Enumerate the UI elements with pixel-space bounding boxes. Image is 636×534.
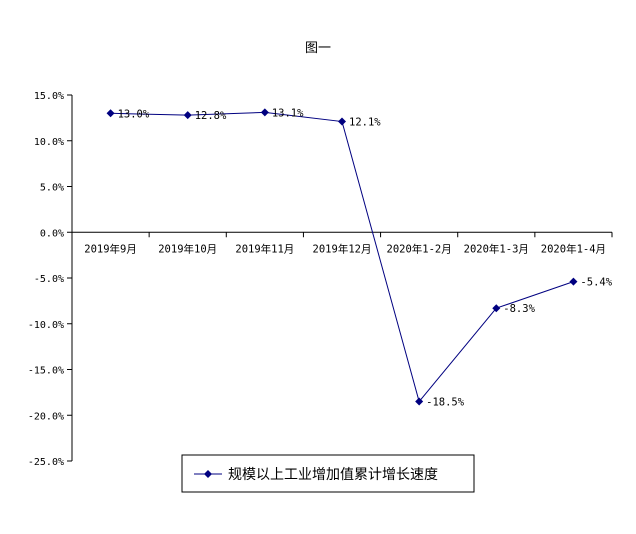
- y-tick-label: 15.0%: [34, 91, 64, 102]
- x-tick-label: 2019年11月: [235, 242, 294, 255]
- x-tick-label: 2019年12月: [313, 242, 372, 255]
- legend-marker: [204, 470, 212, 478]
- y-tick-label: -25.0%: [28, 457, 64, 468]
- data-point: [569, 277, 578, 286]
- legend-box: [181, 454, 475, 493]
- data-label: 13.0%: [118, 108, 150, 120]
- data-point: [106, 109, 115, 118]
- x-tick-label: 2020年1-3月: [464, 242, 529, 255]
- data-label: 12.8%: [195, 110, 227, 122]
- y-tick-label: -10.0%: [28, 320, 64, 331]
- data-point: [183, 111, 192, 120]
- y-tick-label: -5.0%: [34, 274, 64, 285]
- y-tick-label: 0.0%: [40, 228, 64, 239]
- y-tick-label: 5.0%: [40, 183, 64, 194]
- data-label: -18.5%: [426, 397, 465, 409]
- legend-label: 规模以上工业增加值累计增长速度: [228, 467, 438, 483]
- data-point: [492, 304, 501, 313]
- y-tick-label: -20.0%: [28, 411, 64, 422]
- series-line: [110, 111, 574, 403]
- data-point: [415, 397, 424, 406]
- x-tick-label: 2020年1-4月: [541, 242, 606, 255]
- data-label: -8.3%: [503, 303, 535, 315]
- data-point: [338, 117, 346, 126]
- y-axis: 15.0% 10.0% 5.0% 0.0% -5.0% -10.0% -15.0% -20.0…: [28, 91, 73, 468]
- x-axis: 2019年9月 2019年10月 2019年11月 2019年12月 2020年1-2月…: [71, 231, 613, 255]
- data-label: 13.1%: [272, 107, 304, 119]
- x-tick-label: 2020年1-2月: [387, 242, 452, 255]
- y-tick-label: -15.0%: [28, 366, 64, 377]
- data-point: [260, 108, 269, 117]
- legend: 规模以上工业增加值累计增长速度: [181, 454, 475, 493]
- chart-title: 图一: [305, 41, 331, 56]
- x-tick-label: 2019年9月: [84, 242, 137, 255]
- series-group: 13.0% 12.8% 13.1% 12.1% -18.5% -8.3% -5.4%: [106, 107, 613, 409]
- data-label: 12.1%: [349, 117, 381, 129]
- y-tick-label: 10.0%: [34, 137, 64, 148]
- x-tick-label: 2019年10月: [158, 242, 217, 255]
- data-label: -5.4%: [580, 277, 612, 289]
